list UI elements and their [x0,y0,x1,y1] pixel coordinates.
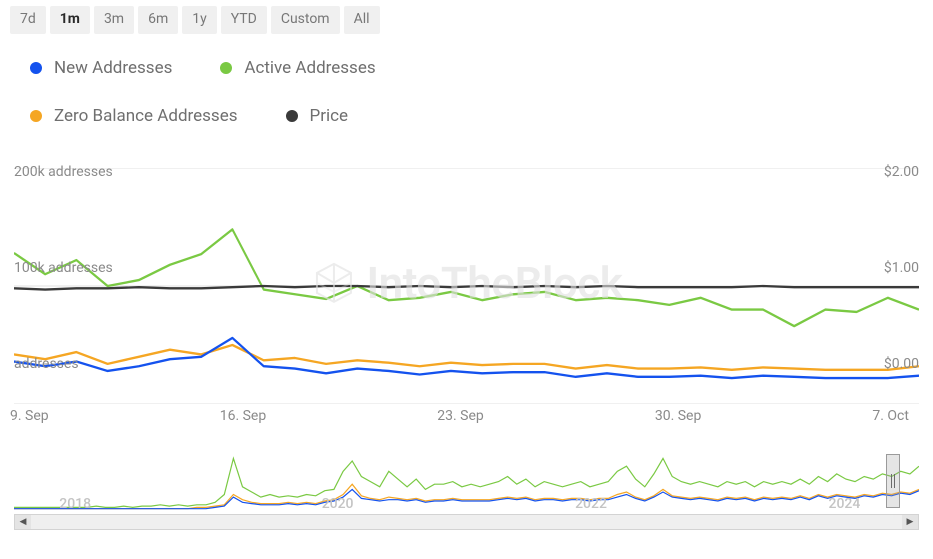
x-tick: 9. Sep [10,408,49,424]
navigator-handle[interactable] [886,454,900,508]
range-ytd-button[interactable]: YTD [221,6,267,34]
legend-item-price[interactable]: Price [286,106,349,126]
y-left-tick: 100k addresses [14,260,113,276]
x-tick: 30. Sep [655,408,702,424]
range-1m-button[interactable]: 1m [50,6,90,34]
legend-label: New Addresses [54,58,172,78]
nav-year-label: 2020 [322,496,354,512]
legend-item-active-addresses[interactable]: Active Addresses [220,58,375,78]
scroll-right-button[interactable]: ▶ [902,515,918,529]
legend: New Addresses Active Addresses Zero Balanc… [0,40,560,126]
legend-item-new-addresses[interactable]: New Addresses [30,58,172,78]
nav-year-label: 2018 [59,496,91,512]
x-tick: 7. Oct [872,408,909,424]
main-chart[interactable]: IntoTheBlock 200k addresses$2.00100k add… [14,168,919,404]
y-right-tick: $0.00 [884,356,919,372]
scroll-track[interactable] [31,515,902,529]
range-1y-button[interactable]: 1y [182,6,217,34]
time-range-bar: 7d1m3m6m1yYTDCustomAll [0,0,933,40]
navigator[interactable]: 2018 2020 2022 2024 [14,452,919,510]
legend-dot-icon [30,110,42,122]
legend-label: Zero Balance Addresses [54,106,238,126]
range-custom-button[interactable]: Custom [271,6,340,34]
nav-year-label: 2022 [575,496,607,512]
nav-year-label: 2024 [829,496,861,512]
y-right-tick: $2.00 [884,164,919,180]
y-left-tick: addresses [14,356,79,372]
range-6m-button[interactable]: 6m [138,6,178,34]
range-all-button[interactable]: All [344,6,380,34]
legend-label: Active Addresses [244,58,375,78]
legend-dot-icon [30,62,42,74]
legend-item-zero-balance-addresses[interactable]: Zero Balance Addresses [30,106,238,126]
range-7d-button[interactable]: 7d [10,6,46,34]
navigator-scrollbar[interactable]: ◀ ▶ [14,514,919,530]
x-tick: 23. Sep [437,408,484,424]
y-left-tick: 200k addresses [14,164,113,180]
legend-dot-icon [220,62,232,74]
legend-label: Price [310,106,349,126]
x-tick: 16. Sep [220,408,267,424]
range-3m-button[interactable]: 3m [94,6,134,34]
legend-dot-icon [286,110,298,122]
y-right-tick: $1.00 [884,260,919,276]
scroll-left-button[interactable]: ◀ [15,515,31,529]
